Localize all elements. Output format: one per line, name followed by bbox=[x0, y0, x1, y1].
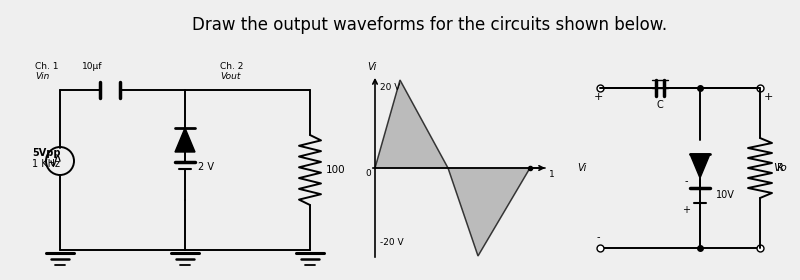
Text: +: + bbox=[594, 92, 602, 102]
Text: Ch. 1: Ch. 1 bbox=[35, 62, 58, 71]
Text: Vout: Vout bbox=[220, 72, 240, 81]
Polygon shape bbox=[690, 154, 710, 178]
Text: Vi: Vi bbox=[367, 62, 377, 72]
Text: C: C bbox=[657, 100, 663, 110]
Text: 2 V: 2 V bbox=[198, 162, 214, 172]
Text: +: + bbox=[682, 205, 690, 215]
Text: -: - bbox=[684, 176, 688, 186]
Text: 10µf: 10µf bbox=[82, 62, 102, 71]
Text: -20 V: -20 V bbox=[380, 238, 404, 247]
Text: 5Vpp: 5Vpp bbox=[32, 148, 61, 158]
Text: 10V: 10V bbox=[716, 190, 735, 200]
Text: Vin: Vin bbox=[35, 72, 50, 81]
Text: 20 V: 20 V bbox=[380, 83, 400, 92]
Text: R: R bbox=[777, 163, 784, 173]
Polygon shape bbox=[175, 128, 195, 152]
Text: +: + bbox=[763, 92, 773, 102]
Text: 1 KHz: 1 KHz bbox=[32, 159, 60, 169]
Text: 1: 1 bbox=[549, 170, 554, 179]
Text: Draw the output waveforms for the circuits shown below.: Draw the output waveforms for the circui… bbox=[193, 16, 667, 34]
Text: 0: 0 bbox=[366, 169, 371, 178]
Polygon shape bbox=[375, 80, 448, 168]
Text: Ch. 2: Ch. 2 bbox=[220, 62, 243, 71]
Text: 100: 100 bbox=[326, 165, 346, 175]
Text: Vo: Vo bbox=[773, 163, 787, 173]
Polygon shape bbox=[448, 168, 530, 256]
Text: -: - bbox=[596, 232, 600, 242]
Text: Vi: Vi bbox=[578, 163, 586, 173]
